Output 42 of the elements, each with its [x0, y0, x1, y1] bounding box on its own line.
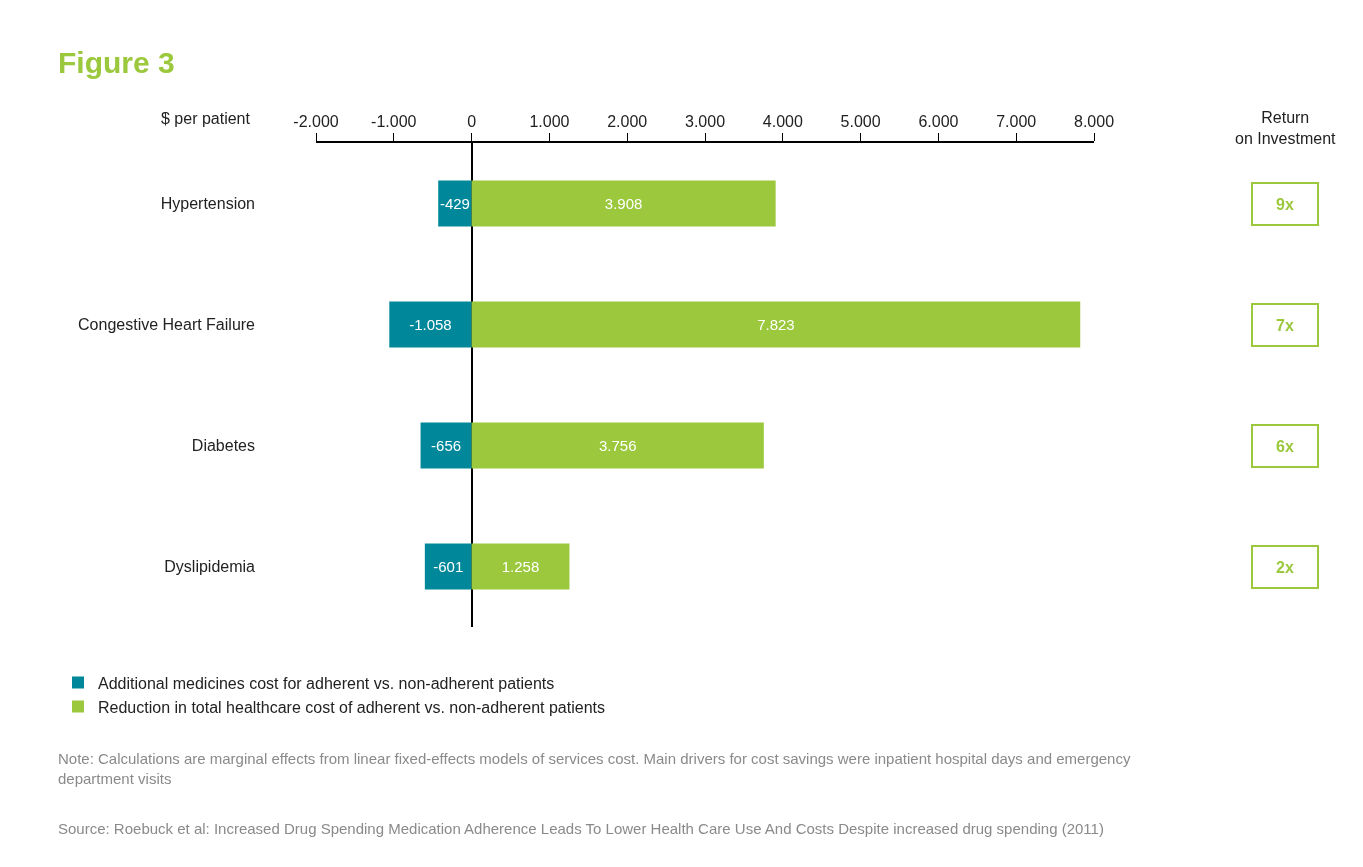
y-tick-label: Diabetes	[191, 437, 255, 455]
x-tick-label: 0	[467, 112, 477, 130]
y-tick-label: Hypertension	[160, 195, 255, 213]
bar	[420, 422, 472, 469]
text: 7x	[1276, 316, 1294, 334]
data-label: 1.258	[501, 558, 540, 575]
bar	[438, 180, 472, 227]
bar	[471, 301, 1081, 348]
legend-label: Additional medicines cost for adherent vs. non-adherent patients	[98, 674, 555, 692]
x-tick-label: 8.000	[1073, 112, 1115, 130]
bar	[424, 543, 472, 590]
text: Return on Investment	[1235, 109, 1337, 147]
bar	[471, 543, 570, 590]
bar	[389, 301, 472, 348]
text: Note: Calculations are marginal effects from linear fixed-effects models of services cost. Main drivers for cost savings were inpatient hospital days and emergency department visits	[58, 750, 1131, 787]
x-axis-title: $ per patient	[161, 110, 251, 127]
bar	[471, 422, 764, 469]
source-note: Source: Roebuck et al: Increased Drug Spending Medication Adherence Leads To Lower Health Care Use And Costs Despite increased drug spending (2011)	[58, 820, 1104, 837]
x-tick-label: 4.000	[762, 112, 803, 130]
text: 6x	[1276, 437, 1294, 455]
x-tick-label: 2.000	[607, 112, 648, 130]
chart-title: Figure 3	[58, 45, 175, 79]
bar	[471, 180, 776, 227]
data-label: 3.756	[598, 437, 637, 454]
data-label: 3.908	[604, 195, 643, 212]
text: 9x	[1276, 195, 1294, 213]
data-label: -1.058	[409, 316, 452, 333]
x-tick-label: 5.000	[840, 112, 881, 130]
x-tick-label: 6.000	[918, 112, 959, 130]
data-label: -429	[439, 195, 470, 212]
legend-label: Reduction in total healthcare cost of adherent vs. non-adherent patients	[98, 698, 605, 716]
data-label: 7.823	[757, 316, 795, 333]
data-label: -656	[431, 437, 462, 454]
y-tick-label: Congestive Heart Failure	[78, 316, 256, 334]
data-label: -601	[433, 558, 464, 575]
text: 2x	[1276, 558, 1294, 576]
x-tick-label: 7.000	[996, 112, 1037, 130]
y-tick-label: Dyslipidemia	[164, 558, 256, 576]
x-tick-label: 3.000	[684, 112, 726, 130]
x-tick-label: -2.000	[293, 112, 339, 130]
x-tick-label: -1.000	[371, 112, 417, 130]
x-tick-label: 1.000	[529, 112, 570, 130]
